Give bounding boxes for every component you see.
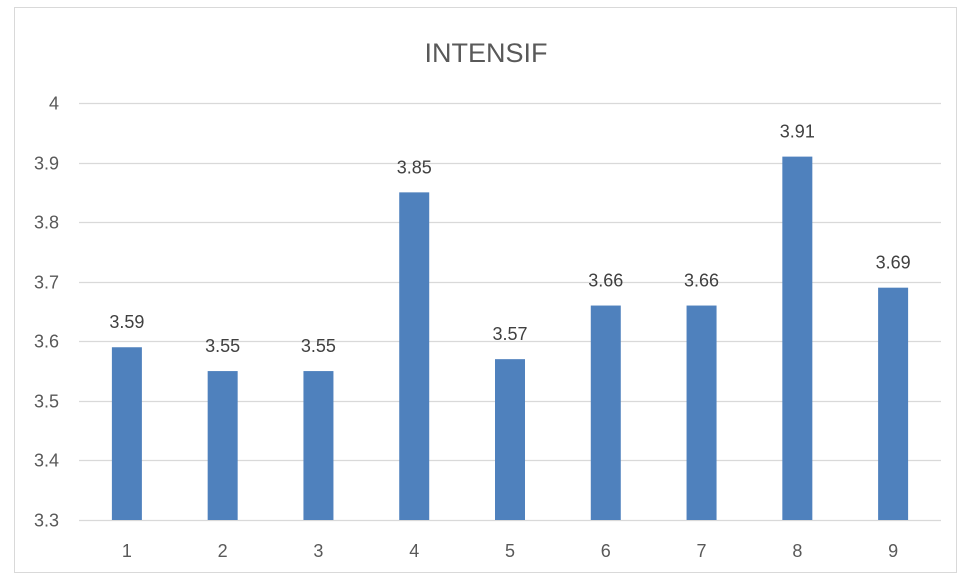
bar-5 bbox=[495, 359, 525, 520]
x-tick-label: 5 bbox=[505, 541, 515, 561]
bar-7 bbox=[686, 305, 717, 520]
bar-3 bbox=[303, 371, 334, 520]
y-tick-label: 3.3 bbox=[34, 511, 59, 531]
x-tick-label: 2 bbox=[218, 541, 228, 561]
data-label-3: 3.55 bbox=[301, 336, 336, 356]
bar-8 bbox=[782, 156, 813, 520]
x-tick-label: 3 bbox=[313, 541, 323, 561]
bar-2 bbox=[207, 371, 238, 520]
y-tick-label: 4 bbox=[49, 94, 59, 114]
x-axis-ticks: 1 2 3 4 5 6 7 8 9 bbox=[122, 541, 898, 561]
y-tick-label: 3.8 bbox=[34, 213, 59, 233]
x-tick-label: 1 bbox=[122, 541, 132, 561]
data-label-7: 3.66 bbox=[684, 271, 719, 291]
bar-4 bbox=[399, 192, 430, 520]
data-label-4: 3.85 bbox=[397, 157, 432, 177]
bar-chart: INTENSIF 3.3 3.4 3.5 3.6 3.7 3.8 3.9 4 3.59 3.55… bbox=[34, 38, 941, 561]
y-tick-label: 3.9 bbox=[34, 154, 59, 174]
data-label-2: 3.55 bbox=[205, 336, 240, 356]
y-tick-label: 3.5 bbox=[34, 392, 59, 412]
x-tick-label: 7 bbox=[697, 541, 707, 561]
y-tick-label: 3.6 bbox=[34, 332, 59, 352]
x-tick-label: 9 bbox=[888, 541, 898, 561]
data-label-8: 3.91 bbox=[780, 122, 815, 142]
y-tick-label: 3.4 bbox=[34, 451, 59, 471]
x-tick-label: 8 bbox=[792, 541, 802, 561]
x-tick-label: 4 bbox=[409, 541, 419, 561]
data-label-9: 3.69 bbox=[876, 253, 911, 273]
y-tick-label: 3.7 bbox=[34, 273, 59, 293]
bar-9 bbox=[878, 287, 909, 520]
data-label-5: 3.57 bbox=[492, 324, 527, 344]
bar-1 bbox=[111, 347, 142, 520]
data-labels: 3.59 3.55 3.55 3.85 3.57 3.66 3.66 3.91 3.69 bbox=[109, 122, 910, 356]
data-label-6: 3.66 bbox=[588, 271, 623, 291]
chart-frame: INTENSIF 3.3 3.4 3.5 3.6 3.7 3.8 3.9 4 3.59 3.55… bbox=[14, 7, 957, 573]
x-tick-label: 6 bbox=[601, 541, 611, 561]
y-axis-ticks: 3.3 3.4 3.5 3.6 3.7 3.8 3.9 4 bbox=[34, 94, 59, 531]
bars bbox=[111, 156, 909, 520]
data-label-1: 3.59 bbox=[109, 312, 144, 332]
chart-title: INTENSIF bbox=[424, 38, 547, 68]
bar-6 bbox=[590, 305, 621, 520]
